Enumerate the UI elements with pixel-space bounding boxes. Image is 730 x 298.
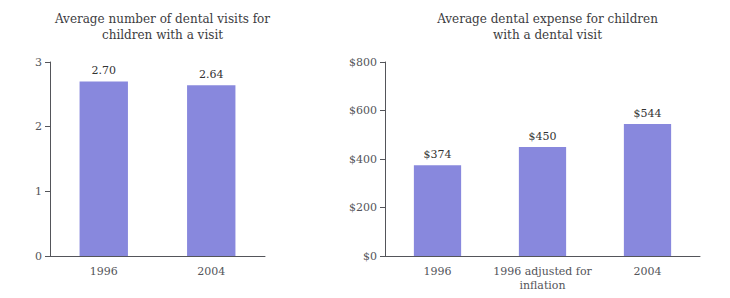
svg-text:inflation: inflation (519, 279, 565, 292)
svg-text:$544: $544 (634, 107, 662, 120)
svg-text:$450: $450 (529, 130, 557, 143)
svg-text:Average dental expense for chi: Average dental expense for children (436, 12, 658, 26)
svg-text:$200: $200 (349, 201, 377, 214)
svg-text:1996: 1996 (424, 265, 452, 278)
svg-text:2: 2 (35, 120, 42, 133)
svg-text:$0: $0 (363, 250, 377, 263)
svg-text:with a dental visit: with a dental visit (493, 28, 602, 42)
svg-text:Average number of dental visit: Average number of dental visits for (54, 12, 270, 26)
svg-text:children with a visit: children with a visit (102, 28, 223, 42)
svg-text:$374: $374 (424, 148, 452, 161)
svg-text:2004: 2004 (197, 265, 225, 278)
svg-text:2004: 2004 (634, 265, 662, 278)
svg-text:1996 adjusted for: 1996 adjusted for (493, 265, 592, 278)
svg-text:$400: $400 (349, 153, 377, 166)
svg-text:2.70: 2.70 (92, 64, 117, 77)
svg-text:$600: $600 (349, 104, 377, 117)
svg-text:2.64: 2.64 (199, 68, 224, 81)
svg-text:1996: 1996 (90, 265, 118, 278)
svg-text:$800: $800 (349, 56, 377, 69)
svg-text:0: 0 (35, 250, 42, 263)
svg-text:1: 1 (35, 185, 42, 198)
svg-text:3: 3 (35, 56, 42, 69)
